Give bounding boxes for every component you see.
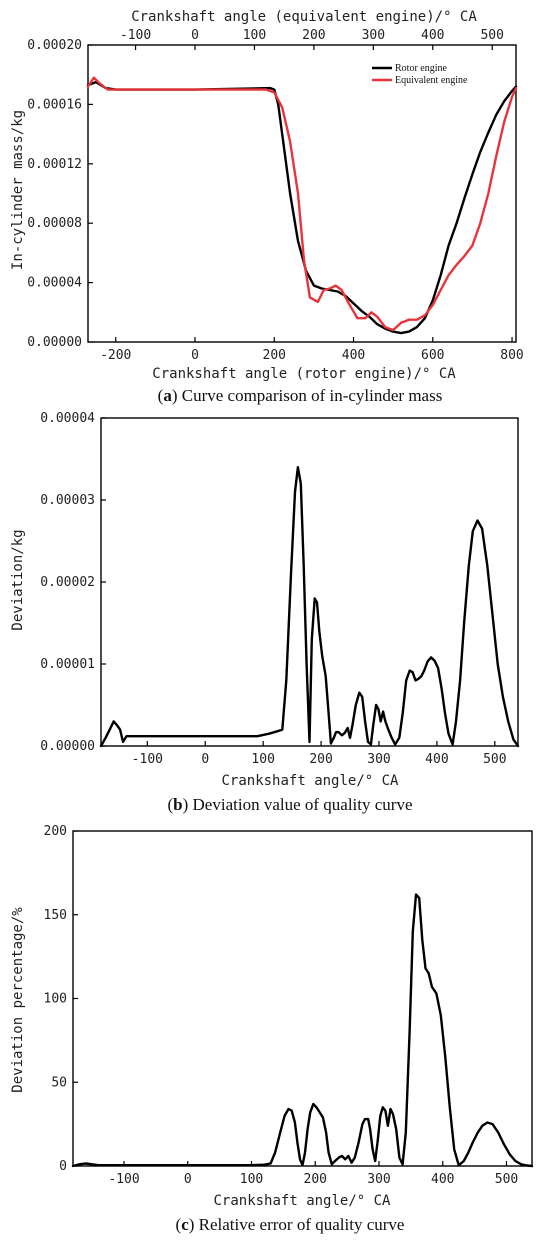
panel-a-top-axis-label: Crankshaft angle (equivalent engine)/° C… — [131, 9, 477, 25]
y-tick-label: 0.00020 — [27, 38, 82, 53]
x-tick-label: 300 — [367, 752, 390, 767]
y-tick-label: 0.00004 — [40, 411, 95, 426]
x-tick-label: 800 — [500, 348, 523, 363]
panel-a-series — [86, 76, 518, 335]
panel-b-y-axis-ticks: 0.00000 0.00001 0.00002 0.00003 0.00004 — [40, 411, 106, 754]
top-x-tick-label: 400 — [421, 28, 444, 43]
panel-b-caption-text: Deviation value of quality curve — [193, 795, 413, 814]
panel-a-plot-frame — [87, 44, 517, 343]
x-tick-label: 0 — [191, 348, 199, 363]
y-tick-label: 0.00003 — [40, 493, 95, 508]
x-tick-label: 100 — [240, 1172, 263, 1187]
y-tick-label: 0.00008 — [27, 216, 82, 231]
top-x-tick-label: 0 — [191, 28, 199, 43]
panel-b-y-axis-label: Deviation/kg — [10, 529, 26, 630]
panel-a-x-axis-label: Crankshaft angle (rotor engine)/° CA — [152, 366, 456, 382]
panel-c-caption: (c) Relative error of quality curve — [176, 1215, 405, 1234]
y-tick-label: 0.00004 — [27, 276, 82, 291]
top-x-tick-label: 500 — [480, 28, 503, 43]
y-tick-label: 0.00000 — [40, 739, 95, 754]
x-tick-label: 500 — [483, 752, 506, 767]
panel-c-plot-frame — [72, 830, 533, 1167]
y-tick-label: 0.00012 — [27, 157, 82, 172]
x-tick-label: 500 — [495, 1172, 518, 1187]
y-tick-label: 150 — [44, 908, 67, 923]
y-tick-label: 200 — [44, 824, 67, 839]
x-tick-label: 600 — [421, 348, 444, 363]
y-tick-label: 0.00002 — [40, 575, 95, 590]
panel-a-bottom-axis-ticks: -200 0 200 400 600 800 — [100, 337, 524, 363]
x-tick-label: 400 — [425, 752, 448, 767]
panel-b-series — [99, 466, 520, 748]
top-x-tick-label: 200 — [302, 28, 325, 43]
x-tick-label: 400 — [342, 348, 365, 363]
top-x-tick-label: 300 — [362, 28, 385, 43]
panel-a-y-axis-label: In-cylinder mass/kg — [10, 110, 26, 270]
y-tick-label: 0.00016 — [27, 97, 82, 112]
x-tick-label: 300 — [367, 1172, 390, 1187]
series-line-rotor-engine — [86, 80, 518, 335]
x-tick-label: 100 — [251, 752, 274, 767]
y-tick-label: 0.00000 — [27, 335, 82, 350]
panel-c-caption-tag: c — [181, 1215, 189, 1234]
top-x-tick-label: 100 — [243, 28, 266, 43]
panel-a-legend: Rotor engine Equivalent engine — [372, 63, 468, 86]
panel-a-y-axis-ticks: 0.00000 0.00004 0.00008 0.00012 0.00016 0.000… — [27, 38, 93, 350]
panel-c-series — [71, 893, 534, 1168]
panel-b-caption: (b) Deviation value of quality curve — [167, 795, 412, 814]
x-tick-label: 0 — [201, 752, 209, 767]
y-tick-label: 100 — [44, 992, 67, 1007]
x-tick-label: 200 — [304, 1172, 327, 1187]
panel-b-plot-frame — [100, 417, 519, 747]
y-tick-label: 0.00001 — [40, 657, 95, 672]
x-tick-label: 200 — [263, 348, 286, 363]
panel-a-caption: (a) Curve comparison of in-cylinder mass — [158, 386, 443, 405]
panel-b: Deviation/kg 0.000000.000010.000020.0000… — [10, 411, 520, 814]
panel-c-y-axis-ticks: 0 50 100 150 200 — [44, 824, 78, 1174]
series-line — [99, 466, 520, 748]
panel-c-caption-text: Relative error of quality curve — [199, 1215, 405, 1234]
panel-c: Deviation percentage/% 0 50 100 150 200 -100… — [10, 824, 534, 1234]
panel-a-caption-tag: a — [163, 386, 172, 405]
top-x-tick-label: -100 — [120, 28, 151, 43]
x-tick-label: -100 — [132, 752, 163, 767]
y-tick-label: 0 — [59, 1159, 67, 1174]
panel-c-x-axis-ticks: -100 0 100 200 300 400 500 — [108, 1161, 518, 1187]
panel-b-x-axis-ticks: -100 0 100 200 300 400 500 — [132, 741, 507, 767]
panel-a-caption-text: Curve comparison of in-cylinder mass — [182, 386, 443, 405]
legend-label-rotor-engine: Rotor engine — [395, 63, 447, 74]
panel-c-y-axis-label: Deviation percentage/% — [10, 907, 26, 1093]
x-tick-label: 400 — [431, 1172, 454, 1187]
x-tick-label: -200 — [100, 348, 131, 363]
panel-a: Crankshaft angle (equivalent engine)/° C… — [10, 9, 524, 405]
series-line — [71, 893, 534, 1168]
x-tick-label: 200 — [309, 752, 332, 767]
panel-c-x-axis-label: Crankshaft angle/° CA — [213, 1193, 391, 1209]
series-line-equivalent-engine — [86, 76, 518, 332]
y-tick-label: 50 — [51, 1075, 67, 1090]
x-tick-label: 0 — [184, 1172, 192, 1187]
panel-b-x-axis-label: Crankshaft angle/° CA — [221, 773, 399, 789]
panel-a-top-axis-ticks: -100 0 100 200 300 400 500 — [120, 28, 504, 50]
panel-b-caption-tag: b — [173, 795, 182, 814]
legend-label-equivalent-engine: Equivalent engine — [395, 75, 468, 86]
x-tick-label: -100 — [108, 1172, 139, 1187]
